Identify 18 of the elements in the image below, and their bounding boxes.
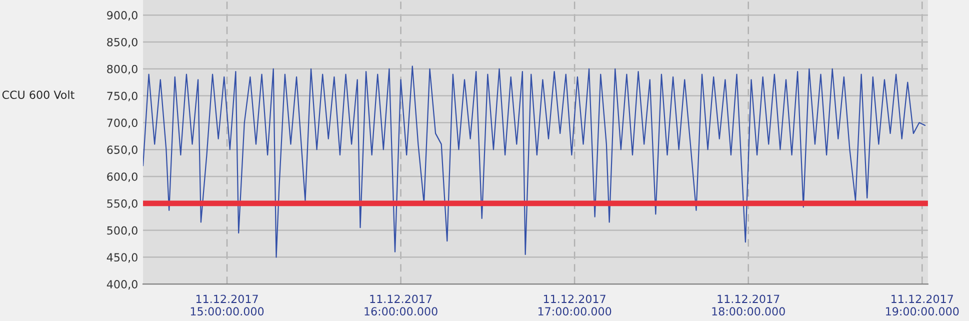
y-tick-label: 750,0	[107, 92, 138, 102]
x-tick-label: 11.12.2017 16:00:00.000	[364, 294, 438, 316]
y-axis-title: CCU 600 Volt	[2, 90, 74, 99]
x-tick-label: 11.12.2017 18:00:00.000	[712, 294, 785, 316]
y-tick-label: 900,0	[107, 11, 138, 21]
y-tick-label: 650,0	[107, 146, 138, 156]
y-tick-label: 550,0	[107, 199, 138, 209]
x-tick-label: 11.12.2017 15:00:00.000	[190, 294, 264, 316]
y-tick-label: 400,0	[106, 280, 138, 290]
y-tick-label: 450,0	[106, 253, 138, 263]
y-tick-label: 800,0	[107, 64, 138, 74]
y-tick-label: 600,0	[107, 172, 138, 182]
line-series	[143, 66, 926, 258]
x-tick-label: 11.12.2017 17:00:00.000	[538, 294, 612, 316]
y-tick-label: 850,0	[107, 38, 138, 48]
y-tick-label: 700,0	[107, 118, 138, 128]
x-tick-label: 11.12.2017 19:00:00.000	[886, 294, 959, 316]
y-tick-label: 500,0	[107, 226, 138, 236]
